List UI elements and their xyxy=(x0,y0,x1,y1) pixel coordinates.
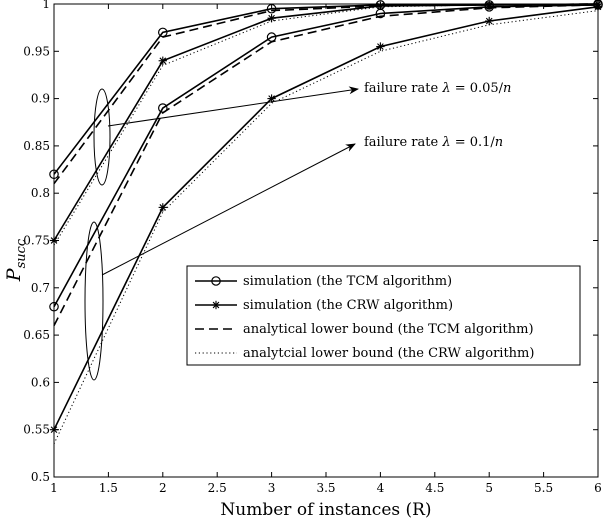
y-tick-label: 0.55 xyxy=(23,423,50,437)
data-point xyxy=(49,169,59,180)
data-point xyxy=(158,203,167,212)
y-tick-label: 0.6 xyxy=(31,375,50,389)
data-point xyxy=(267,94,276,103)
legend-marker xyxy=(211,276,221,286)
annotation-upper: failure rate λ = 0.05/n xyxy=(364,81,511,96)
y-tick-label: 0.95 xyxy=(23,44,50,58)
x-axis-label: Number of instances (R) xyxy=(220,500,431,520)
x-tick-label: 3.5 xyxy=(316,481,335,495)
x-tick-label: 1 xyxy=(50,481,58,495)
data-point xyxy=(49,301,59,312)
legend-label: analytical lower bound (the TCM algorith… xyxy=(243,322,534,337)
y-tick-label: 0.7 xyxy=(31,281,50,295)
series-line xyxy=(53,3,599,246)
legend: simulation (the TCM algorithm) simulation… xyxy=(186,265,581,366)
y-axis-label: Psucc xyxy=(3,238,29,282)
x-tick-label: 3 xyxy=(268,481,276,495)
x-tick-label: 2 xyxy=(159,481,167,495)
x-tick-label: 6 xyxy=(594,481,602,495)
annotation-arrow-lower xyxy=(101,143,356,276)
plot-area xyxy=(53,3,599,478)
y-tick-label: 0.65 xyxy=(23,328,50,342)
series-line xyxy=(53,4,599,308)
annotation-arrow-upper xyxy=(107,86,359,127)
y-tick-label: 0.75 xyxy=(23,234,50,248)
legend-label: analytcial lower bound (the CRW algorith… xyxy=(243,346,534,361)
annotation-lower: failure rate λ = 0.1/n xyxy=(364,135,503,150)
data-point xyxy=(485,16,494,26)
x-tick-label: 2.5 xyxy=(208,481,227,495)
group-ellipse-lower xyxy=(84,221,104,381)
y-tick-label: 0.5 xyxy=(31,470,50,484)
y-tick-label: 0.85 xyxy=(23,139,50,153)
group-ellipse-upper xyxy=(93,88,111,186)
series-layer xyxy=(49,0,603,445)
data-point xyxy=(158,56,167,65)
x-tick-label: 4 xyxy=(377,481,385,495)
y-tick-label: 0.8 xyxy=(31,186,50,200)
data-point xyxy=(375,8,386,19)
data-point xyxy=(49,425,59,434)
x-tick-label: 4.5 xyxy=(425,481,444,495)
data-point xyxy=(484,2,494,12)
series-line xyxy=(53,10,599,445)
x-axis: 1 1.5 2 2.5 3 3.5 4 4.5 5 5.5 6 xyxy=(50,4,602,495)
data-point xyxy=(266,3,277,14)
series-line xyxy=(53,6,599,431)
y-axis: 0.5 0.55 0.6 0.65 0.7 0.75 0.8 0.85 0.9 0.95 1 xyxy=(23,0,598,484)
data-point xyxy=(593,2,603,12)
series-line xyxy=(53,3,599,241)
data-point xyxy=(49,236,59,245)
legend-label: simulation (the CRW algorithm) xyxy=(243,298,453,313)
legend-marker xyxy=(211,300,221,310)
y-tick-label: 0.9 xyxy=(31,92,50,106)
legend-box xyxy=(186,265,581,366)
x-tick-label: 5.5 xyxy=(534,481,553,495)
x-tick-label: 1.5 xyxy=(99,481,118,495)
legend-label: simulation (the TCM algorithm) xyxy=(243,274,452,289)
x-tick-label: 5 xyxy=(485,481,493,495)
series-line xyxy=(53,4,599,326)
data-point xyxy=(376,42,385,51)
y-tick-label: 1 xyxy=(42,0,50,11)
